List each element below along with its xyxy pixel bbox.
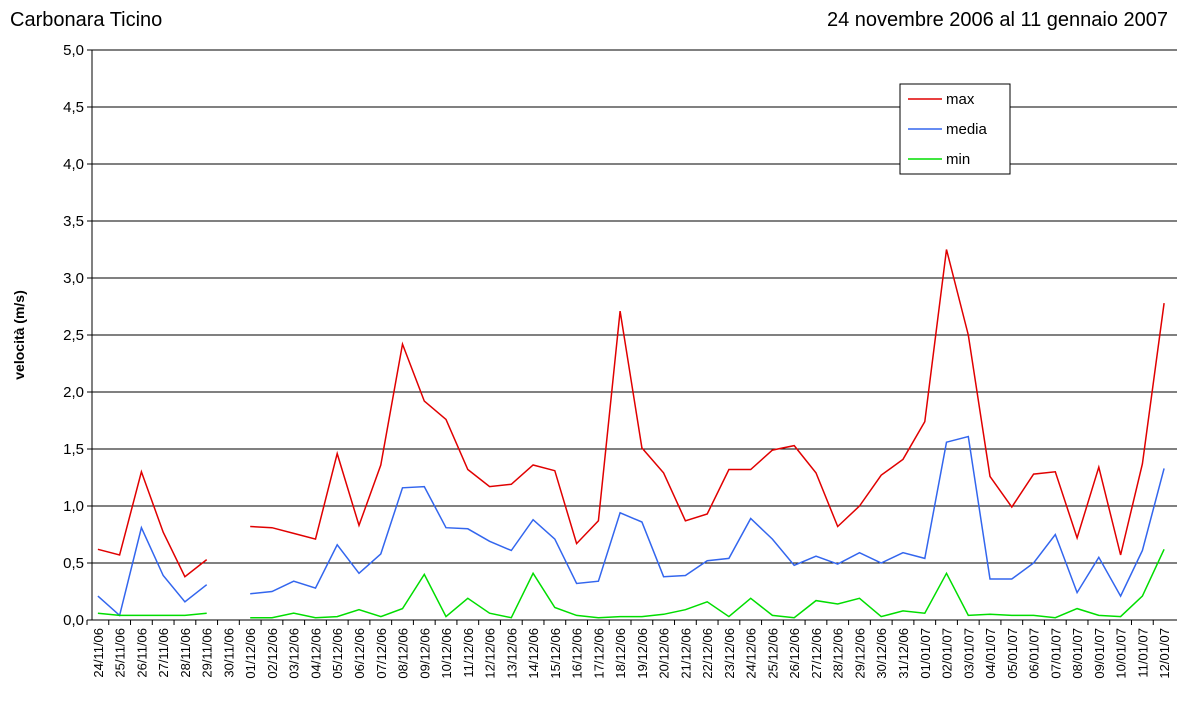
- x-tick-label: 28/11/06: [178, 628, 193, 678]
- x-tick-label: 05/12/06: [330, 628, 345, 679]
- x-tick-label: 08/01/07: [1070, 628, 1085, 679]
- x-tick-label: 02/01/07: [940, 628, 955, 679]
- x-tick-label: 03/01/07: [961, 628, 976, 679]
- y-tick-label: 3,5: [63, 213, 84, 230]
- x-tick-label: 26/12/06: [787, 628, 802, 679]
- x-tick-label: 23/12/06: [722, 628, 737, 679]
- x-tick-label: 30/11/06: [221, 628, 236, 678]
- x-tick-label: 05/01/07: [1005, 628, 1020, 679]
- x-tick-label: 20/12/06: [657, 628, 672, 679]
- x-tick-label: 28/12/06: [831, 628, 846, 679]
- x-tick-label: 12/01/07: [1157, 628, 1172, 679]
- x-tick-label: 11/12/06: [461, 628, 476, 678]
- x-tick-label: 06/12/06: [352, 628, 367, 679]
- x-tick-label: 29/11/06: [200, 628, 215, 678]
- y-tick-label: 4,5: [63, 99, 84, 116]
- legend-label: max: [946, 91, 975, 108]
- series-line: [97, 548, 1165, 619]
- x-tick-label: 22/12/06: [700, 628, 715, 679]
- y-tick-label: 5,0: [63, 42, 84, 59]
- x-tick-label: 17/12/06: [591, 628, 606, 679]
- x-tick-label: 14/12/06: [526, 628, 541, 679]
- x-tick-label: 08/12/06: [396, 628, 411, 679]
- x-tick-label: 03/12/06: [287, 628, 302, 679]
- x-tick-label: 31/12/06: [896, 628, 911, 679]
- y-axis-label: velocità (m/s): [11, 290, 27, 379]
- x-tick-label: 24/11/06: [91, 628, 106, 678]
- x-tick-label: 01/01/07: [918, 628, 933, 679]
- chart-title: Carbonara Ticino: [10, 9, 162, 31]
- x-tick-label: 04/01/07: [983, 628, 998, 679]
- x-tick-label: 10/12/06: [439, 628, 454, 679]
- x-tick-label: 01/12/06: [243, 628, 258, 679]
- x-tick-label: 19/12/06: [635, 628, 650, 679]
- y-tick-label: 0,5: [63, 555, 84, 572]
- y-tick-label: 2,5: [63, 327, 84, 344]
- x-tick-label: 16/12/06: [570, 628, 585, 679]
- x-tick-label: 25/11/06: [113, 628, 128, 678]
- y-tick-label: 1,5: [63, 441, 84, 458]
- x-tick-label: 27/11/06: [156, 628, 171, 678]
- x-tick-label: 06/01/07: [1027, 628, 1042, 679]
- x-tick-label: 26/11/06: [134, 628, 149, 678]
- legend-label: media: [946, 121, 988, 138]
- x-tick-label: 15/12/06: [548, 628, 563, 679]
- x-tick-label: 24/12/06: [744, 628, 759, 679]
- x-tick-label: 25/12/06: [765, 628, 780, 679]
- x-tick-label: 18/12/06: [613, 628, 628, 679]
- series-line: [97, 435, 1165, 617]
- x-tick-label: 21/12/06: [678, 628, 693, 679]
- x-tick-label: 07/01/07: [1048, 628, 1063, 679]
- y-tick-label: 1,0: [63, 498, 84, 515]
- x-tick-label: 12/12/06: [483, 628, 498, 679]
- x-tick-label: 07/12/06: [374, 628, 389, 679]
- x-tick-label: 04/12/06: [308, 628, 323, 679]
- x-tick-label: 02/12/06: [265, 628, 280, 679]
- x-tick-label: 09/01/07: [1092, 628, 1107, 679]
- series-line: [97, 249, 1165, 578]
- x-tick-label: 27/12/06: [809, 628, 824, 679]
- x-tick-label: 10/01/07: [1114, 628, 1129, 679]
- x-tick-label: 09/12/06: [417, 628, 432, 679]
- y-tick-label: 3,0: [63, 270, 84, 287]
- chart-subtitle: 24 novembre 2006 al 11 gennaio 2007: [827, 9, 1168, 31]
- x-tick-label: 13/12/06: [504, 628, 519, 679]
- y-tick-label: 0,0: [63, 612, 84, 629]
- y-tick-label: 2,0: [63, 384, 84, 401]
- x-tick-label: 29/12/06: [852, 628, 867, 679]
- y-tick-label: 4,0: [63, 156, 84, 173]
- x-tick-label: 30/12/06: [874, 628, 889, 679]
- legend-label: min: [946, 151, 970, 168]
- x-tick-label: 11/01/07: [1135, 628, 1150, 678]
